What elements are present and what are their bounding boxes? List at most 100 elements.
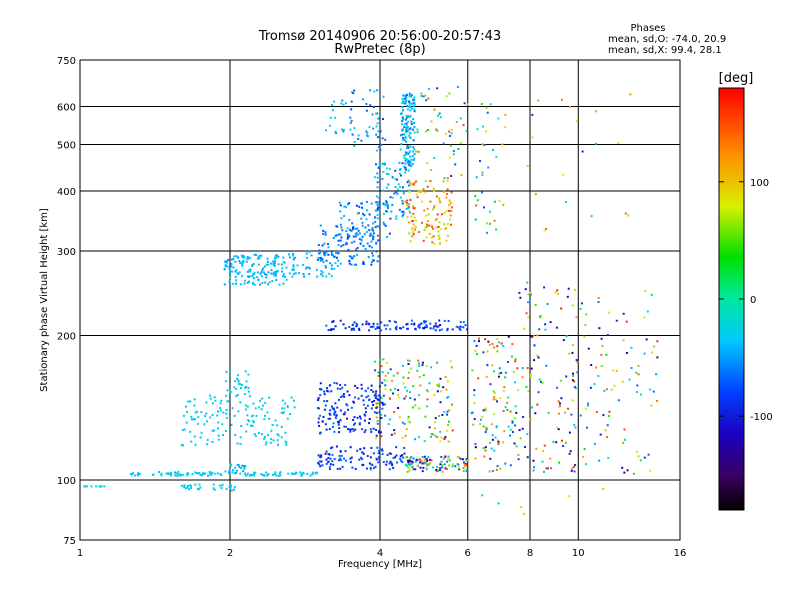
data-point [339, 204, 342, 207]
data-point [323, 250, 326, 253]
data-point [556, 386, 559, 389]
data-point [447, 456, 450, 459]
data-point [335, 445, 338, 448]
data-point [502, 389, 505, 392]
data-point [484, 431, 487, 433]
data-point [461, 458, 464, 461]
data-point [418, 394, 421, 397]
data-point [200, 473, 203, 476]
data-point [343, 215, 346, 217]
data-point [572, 372, 574, 375]
data-point [375, 201, 378, 204]
data-point [372, 322, 375, 325]
data-point [352, 419, 355, 421]
colorbar-tick-label: 100 [750, 178, 769, 189]
data-point [265, 263, 268, 266]
data-point [362, 399, 365, 402]
data-point [447, 320, 450, 322]
x-axis-ticks: 1 2 4 6 8 10 16 [77, 548, 687, 559]
data-point [443, 463, 446, 466]
data-point [376, 327, 379, 329]
data-point [410, 123, 413, 125]
data-point [390, 210, 393, 213]
data-point [209, 416, 212, 419]
data-point [419, 384, 422, 387]
data-point [374, 369, 377, 372]
data-point [235, 395, 238, 398]
data-point [597, 301, 600, 303]
data-point [443, 177, 446, 180]
data-point [457, 148, 460, 150]
stats-x-mode: mean, sd,X: 99.4, 28.1 [608, 45, 722, 56]
data-point [514, 358, 517, 361]
data-point [226, 265, 229, 268]
data-point [384, 388, 387, 391]
data-point [423, 458, 426, 461]
data-point [409, 127, 412, 130]
data-point [206, 420, 208, 423]
data-point [417, 325, 420, 328]
data-point [292, 258, 295, 261]
data-point [360, 394, 363, 397]
data-point [353, 240, 356, 243]
data-point [235, 282, 238, 285]
data-point [583, 335, 586, 338]
data-point [337, 420, 339, 423]
data-point [278, 283, 281, 286]
data-point [329, 413, 332, 416]
data-point [407, 205, 410, 208]
data-point [487, 340, 490, 343]
data-point [636, 391, 638, 393]
data-point [241, 383, 243, 386]
data-point [424, 191, 427, 194]
data-point [196, 410, 199, 413]
data-point [425, 466, 428, 469]
data-point [236, 272, 239, 275]
data-point [382, 189, 385, 192]
data-point [377, 452, 380, 455]
data-point [492, 390, 495, 393]
data-point [209, 394, 212, 397]
data-point [401, 116, 404, 119]
data-point [220, 399, 223, 402]
data-point [521, 376, 524, 379]
data-point [244, 465, 247, 468]
data-point [426, 459, 429, 462]
data-point [489, 103, 492, 106]
data-point [160, 472, 163, 475]
data-point [354, 396, 356, 399]
data-point [372, 235, 375, 238]
data-point [234, 472, 236, 475]
data-point [429, 180, 432, 182]
data-point [246, 472, 249, 475]
data-point [576, 371, 579, 374]
data-point [276, 424, 279, 427]
data-point [258, 254, 261, 257]
data-point [321, 271, 324, 274]
data-point [380, 329, 383, 332]
data-point [514, 360, 517, 363]
data-point [354, 233, 357, 236]
data-point [413, 216, 416, 219]
data-point [360, 239, 363, 242]
data-point [448, 156, 451, 159]
data-point [549, 457, 552, 460]
data-point [365, 201, 368, 203]
data-point [538, 328, 541, 331]
data-point [225, 408, 228, 411]
data-point [275, 274, 277, 277]
data-point [376, 234, 379, 237]
data-point [371, 234, 374, 237]
data-point [425, 324, 428, 327]
data-point [180, 484, 183, 487]
data-point [327, 456, 330, 459]
data-point [194, 443, 197, 446]
data-point [90, 485, 93, 488]
data-point [529, 375, 532, 378]
data-point [410, 228, 413, 231]
data-point [562, 445, 565, 447]
data-point [502, 345, 505, 347]
data-point [378, 225, 381, 228]
data-point [439, 241, 441, 244]
data-point [158, 471, 160, 474]
